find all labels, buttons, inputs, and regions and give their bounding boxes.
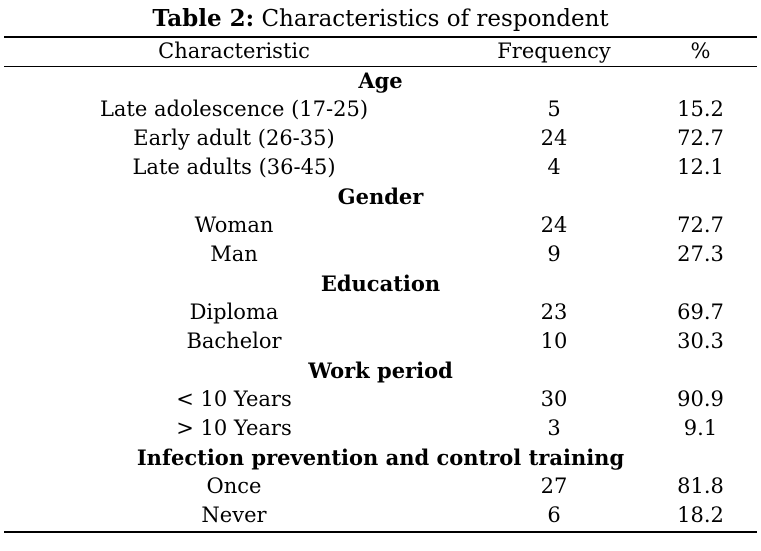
- row-percent: 69.7: [677, 300, 724, 324]
- group-row-work-period: Work period: [4, 356, 757, 385]
- group-row-ipc-training: Infection prevention and control trainin…: [4, 443, 757, 472]
- row-percent: 72.7: [677, 126, 724, 150]
- row-characteristic: > 10 Years: [176, 416, 292, 440]
- row-frequency: 24: [540, 213, 568, 237]
- column-header-percent: %: [690, 39, 711, 63]
- characteristics-table: Characteristic Frequency % Age Late adol…: [4, 37, 757, 530]
- row-frequency: 9: [547, 242, 561, 266]
- row-frequency: 24: [540, 126, 568, 150]
- table-row: > 10 Years 3 9.1: [4, 414, 757, 443]
- table-row: Bachelor 10 30.3: [4, 327, 757, 356]
- table-row: Once 27 81.8: [4, 472, 757, 501]
- row-characteristic: Woman: [194, 213, 274, 237]
- row-percent: 12.1: [677, 155, 724, 179]
- row-percent: 72.7: [677, 213, 724, 237]
- row-frequency: 23: [540, 300, 568, 324]
- group-title: Infection prevention and control trainin…: [136, 445, 625, 470]
- row-characteristic: Bachelor: [186, 329, 282, 353]
- group-title: Education: [320, 271, 441, 296]
- row-percent: 81.8: [677, 474, 724, 498]
- table-row: Late adolescence (17-25) 5 15.2: [4, 95, 757, 124]
- row-characteristic: Man: [210, 242, 258, 266]
- row-frequency: 6: [547, 503, 561, 527]
- row-percent: 30.3: [677, 329, 724, 353]
- table-bottom-rule: [4, 531, 757, 533]
- column-header-characteristic: Characteristic: [158, 39, 310, 63]
- table-row: Man 9 27.3: [4, 240, 757, 269]
- row-characteristic: Once: [206, 474, 262, 498]
- group-title: Work period: [308, 358, 453, 383]
- row-percent: 27.3: [677, 242, 724, 266]
- table-row: Woman 24 72.7: [4, 211, 757, 240]
- row-frequency: 3: [547, 416, 561, 440]
- row-frequency: 5: [547, 97, 561, 121]
- column-header-frequency: Frequency: [497, 39, 611, 63]
- row-characteristic: Late adults (36-45): [132, 155, 336, 179]
- table-row: Early adult (26-35) 24 72.7: [4, 124, 757, 153]
- table-header-rule: [4, 66, 757, 67]
- group-row-age: Age: [4, 66, 757, 95]
- row-percent: 90.9: [677, 387, 724, 411]
- row-percent: 9.1: [683, 416, 718, 440]
- table-caption-label: Table 2:: [152, 5, 255, 32]
- table-row: Late adults (36-45) 4 12.1: [4, 153, 757, 182]
- row-characteristic: Never: [201, 503, 267, 527]
- row-percent: 15.2: [677, 97, 724, 121]
- group-title: Age: [358, 68, 403, 93]
- table-row: Never 6 18.2: [4, 501, 757, 530]
- group-row-education: Education: [4, 269, 757, 298]
- row-frequency: 30: [540, 387, 568, 411]
- table-header-row: Characteristic Frequency %: [4, 37, 757, 66]
- table-top-rule: [4, 36, 757, 38]
- row-characteristic: Early adult (26-35): [133, 126, 335, 150]
- table-row: Diploma 23 69.7: [4, 298, 757, 327]
- table-row: < 10 Years 30 90.9: [4, 385, 757, 414]
- row-percent: 18.2: [677, 503, 724, 527]
- row-frequency: 4: [547, 155, 561, 179]
- group-title: Gender: [337, 184, 424, 209]
- table-caption-text: Characteristics of respondent: [254, 6, 609, 32]
- table-body: Age Late adolescence (17-25) 5 15.2 Earl…: [4, 66, 757, 530]
- row-frequency: 10: [540, 329, 568, 353]
- table-caption: Table 2: Characteristics of respondent: [0, 4, 761, 34]
- row-frequency: 27: [540, 474, 568, 498]
- row-characteristic: Late adolescence (17-25): [99, 97, 369, 121]
- row-characteristic: Diploma: [189, 300, 279, 324]
- row-characteristic: < 10 Years: [176, 387, 292, 411]
- group-row-gender: Gender: [4, 182, 757, 211]
